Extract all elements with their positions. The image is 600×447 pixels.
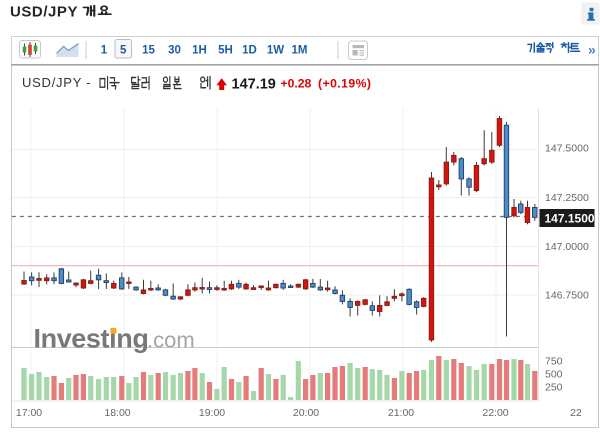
svg-text:»: » (588, 42, 596, 58)
svg-text:250: 250 (545, 382, 563, 394)
svg-text:5H: 5H (218, 45, 233, 57)
svg-text:22: 22 (570, 407, 582, 419)
svg-text:.com: .com (147, 328, 195, 353)
svg-text:18:00: 18:00 (104, 407, 130, 419)
svg-text:1D: 1D (242, 45, 257, 57)
svg-text:146.7500: 146.7500 (545, 290, 589, 302)
svg-text:22:00: 22:00 (482, 407, 508, 419)
svg-text:15: 15 (142, 45, 155, 57)
svg-text:USD/JPY: USD/JPY (10, 3, 78, 20)
svg-text:147.0000: 147.0000 (545, 241, 589, 253)
svg-text:750: 750 (545, 356, 563, 368)
svg-text:1W: 1W (267, 45, 284, 57)
svg-text:21:00: 21:00 (388, 407, 414, 419)
svg-text:(+0.19%): (+0.19%) (318, 77, 371, 91)
svg-text:20:00: 20:00 (293, 407, 319, 419)
svg-text:30: 30 (168, 45, 181, 57)
svg-text:147.19: 147.19 (232, 77, 276, 93)
svg-text:147.1500: 147.1500 (545, 212, 595, 226)
svg-text:500: 500 (545, 369, 563, 381)
svg-text:1M: 1M (292, 45, 308, 57)
svg-text:USD/JPY -: USD/JPY - (22, 75, 91, 90)
svg-text:147.5000: 147.5000 (545, 143, 589, 155)
svg-text:5: 5 (120, 45, 127, 57)
svg-text:Investing: Investing (34, 324, 149, 354)
svg-text:147.2500: 147.2500 (545, 192, 589, 204)
svg-text:1: 1 (101, 45, 108, 57)
svg-text:+0.28: +0.28 (281, 77, 312, 91)
svg-text:17:00: 17:00 (16, 407, 42, 419)
svg-text:1H: 1H (192, 45, 207, 57)
svg-text:19:00: 19:00 (199, 407, 225, 419)
